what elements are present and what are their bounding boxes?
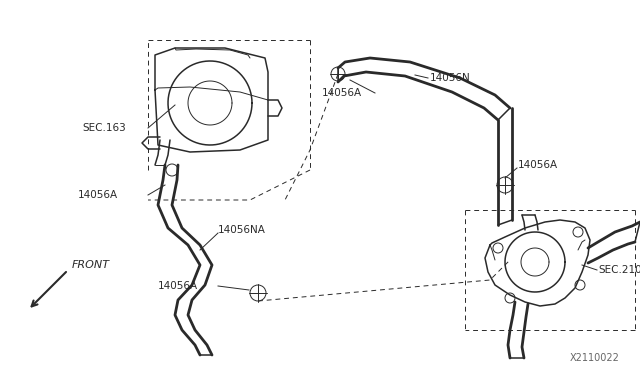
Text: 14056A: 14056A (518, 160, 558, 170)
Text: SEC.163: SEC.163 (82, 123, 125, 133)
Text: X2110022: X2110022 (570, 353, 620, 363)
Text: SEC.210: SEC.210 (598, 265, 640, 275)
Text: 14056A: 14056A (322, 88, 362, 98)
Text: FRONT: FRONT (72, 260, 110, 270)
Text: 14056A: 14056A (158, 281, 198, 291)
Text: 14056NA: 14056NA (218, 225, 266, 235)
Text: 14056N: 14056N (430, 73, 471, 83)
Text: 14056A: 14056A (78, 190, 118, 200)
